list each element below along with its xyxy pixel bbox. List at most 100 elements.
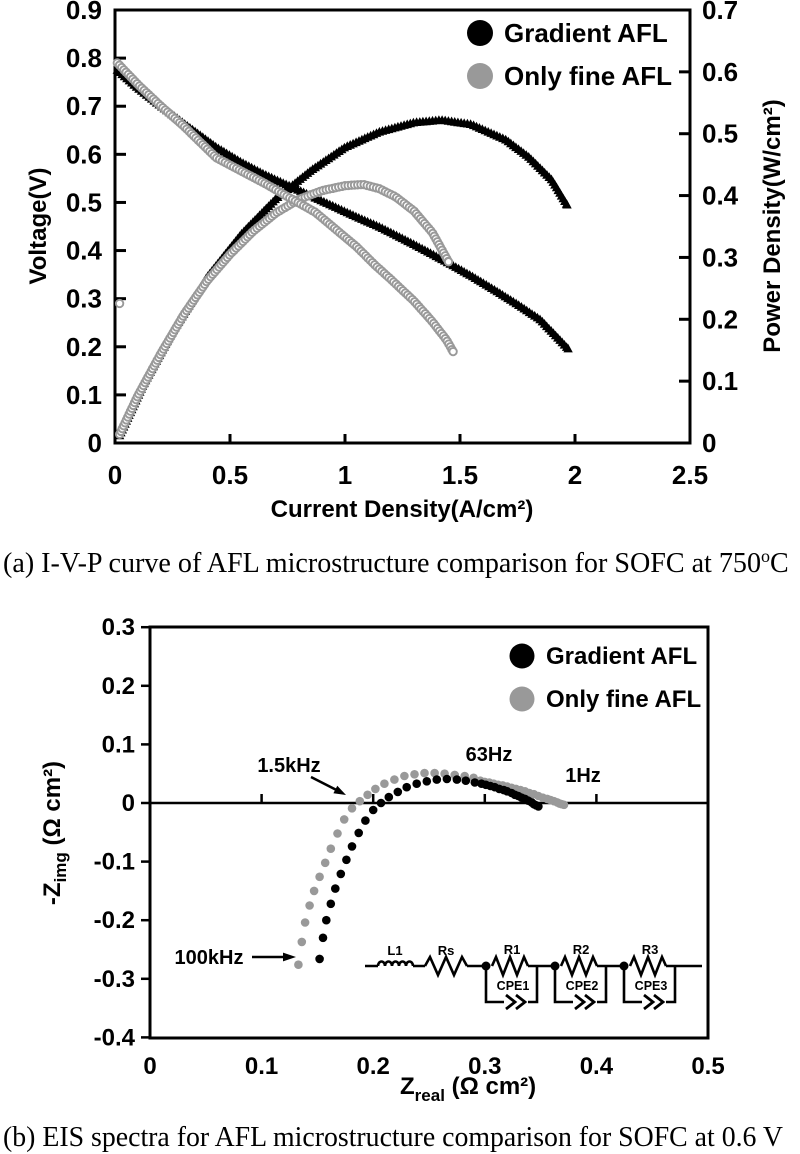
x-axis-title: Zreal (Ω cm²) <box>400 1073 536 1105</box>
data-point <box>442 774 452 784</box>
data-point <box>342 855 351 865</box>
caption-a: (a) I-V-P curve of AFL microstructure co… <box>3 546 789 579</box>
tick-label: 0.3 <box>468 1053 501 1080</box>
data-point <box>380 779 389 788</box>
tick-label: 0.9 <box>66 0 102 25</box>
plot-border <box>113 8 692 445</box>
y-axis-title: -Zimg (Ω cm²) <box>39 761 70 905</box>
tick-label: 0.5 <box>691 1053 724 1080</box>
legend-marker-gradient-afl <box>467 20 493 46</box>
data-point <box>420 768 429 778</box>
tick-label: 0 <box>143 1053 156 1080</box>
data-point <box>355 796 365 806</box>
equivalent-circuit-inset: L1 Rs R1 R2 R3 CPE1 CPE2 CPE3 <box>365 942 702 1011</box>
x-axis-title: Current Density(A/cm²) <box>271 496 534 523</box>
data-point <box>559 800 569 810</box>
data-point <box>371 784 380 794</box>
tick-label: 2.5 <box>672 460 708 490</box>
label-rs: Rs <box>438 943 455 958</box>
tick-label: 0.6 <box>702 57 738 87</box>
annotation-63hz: 63Hz <box>466 744 513 766</box>
cpe1-branch <box>484 966 539 1004</box>
legend: Gradient AFL Only fine AFL <box>467 18 672 91</box>
data-point <box>318 933 328 943</box>
resistor-r1-symbol <box>490 953 555 979</box>
data-point <box>368 805 378 815</box>
data-point <box>402 782 412 792</box>
legend-label-only-fine-afl: Only fine AFL <box>504 61 672 91</box>
data-point <box>393 787 403 797</box>
cpe2-symbol <box>574 993 597 1011</box>
data-point <box>339 815 349 824</box>
data-point <box>315 954 324 964</box>
data-point <box>326 899 336 909</box>
series-triangle <box>112 65 573 353</box>
data-point <box>400 771 409 781</box>
annotation-1hz: 1Hz <box>565 765 601 787</box>
data-point <box>294 960 303 969</box>
data-point <box>563 343 573 353</box>
series-triangle <box>114 115 572 440</box>
series-open-circle <box>114 298 125 309</box>
tick-label: 0.1 <box>245 1053 278 1080</box>
data-point <box>452 775 462 784</box>
tick-label: 0.6 <box>66 139 102 169</box>
legend-marker-only-fine-afl <box>467 63 493 89</box>
tick-label: 0.5 <box>212 460 248 490</box>
circuit-node <box>481 961 491 971</box>
data-point <box>562 199 572 209</box>
series-open-circle <box>114 179 454 439</box>
tick-label: 0.2 <box>702 304 738 334</box>
data-point <box>326 844 336 853</box>
circuit-node <box>619 961 629 971</box>
cpe3-symbol <box>643 993 666 1011</box>
data-point <box>443 257 454 267</box>
legend-marker-only-fine-afl <box>509 686 535 712</box>
data-point <box>410 770 419 779</box>
data-point <box>331 884 340 893</box>
data-point <box>300 918 310 927</box>
data-point <box>354 828 364 838</box>
tick-label: 0.7 <box>702 0 738 25</box>
data-point <box>430 768 439 778</box>
data-point <box>390 775 399 784</box>
data-point <box>336 869 346 879</box>
data-point <box>448 346 458 357</box>
legend: Gradient AFL Only fine AFL <box>509 643 701 713</box>
tick-label: 0.2 <box>66 332 102 362</box>
tick-label: 1.5 <box>442 460 478 490</box>
tick-label: 0 <box>108 460 122 490</box>
y-axis-title: Voltage(V) <box>25 168 52 285</box>
axis-ticks: 0 0.5 1 1.5 2 2.500.10.20.30.40.50.60.70.80.9… <box>66 0 739 490</box>
tick-label: 0.2 <box>102 673 135 700</box>
tick-label: 0.4 <box>702 181 739 211</box>
tick-label: 0.5 <box>702 119 738 149</box>
data-point <box>333 829 342 838</box>
label-cpe2: CPE2 <box>566 979 599 993</box>
data-point <box>315 872 324 882</box>
tick-label: 0.4 <box>66 236 103 266</box>
chart-ivp: 0 0.5 1 1.5 2 2.500.10.20.30.40.50.60.70.80.9… <box>25 0 786 523</box>
data-point <box>305 901 314 910</box>
label-cpe1: CPE1 <box>497 979 530 993</box>
data-point <box>384 792 394 802</box>
tick-label: 0.3 <box>702 242 738 272</box>
tick-label: 0.1 <box>66 380 102 410</box>
data-point <box>297 937 307 947</box>
resistor-r2-symbol <box>559 953 624 979</box>
tick-label: 0 <box>122 790 135 817</box>
data-point <box>347 842 357 851</box>
label-r2: R2 <box>573 942 590 957</box>
data-point <box>309 886 319 896</box>
y2-axis-title: Power Density(W/cm²) <box>759 99 786 352</box>
tick-label: 0.3 <box>66 284 102 314</box>
tick-label: 0.7 <box>66 91 102 121</box>
cpe3-branch <box>622 966 677 1004</box>
legend-marker-gradient-afl <box>509 643 535 669</box>
tick-label: 0 <box>702 428 716 458</box>
tick-label: 0.4 <box>580 1053 614 1080</box>
data-point <box>412 779 422 788</box>
cpe1-symbol <box>505 993 528 1011</box>
